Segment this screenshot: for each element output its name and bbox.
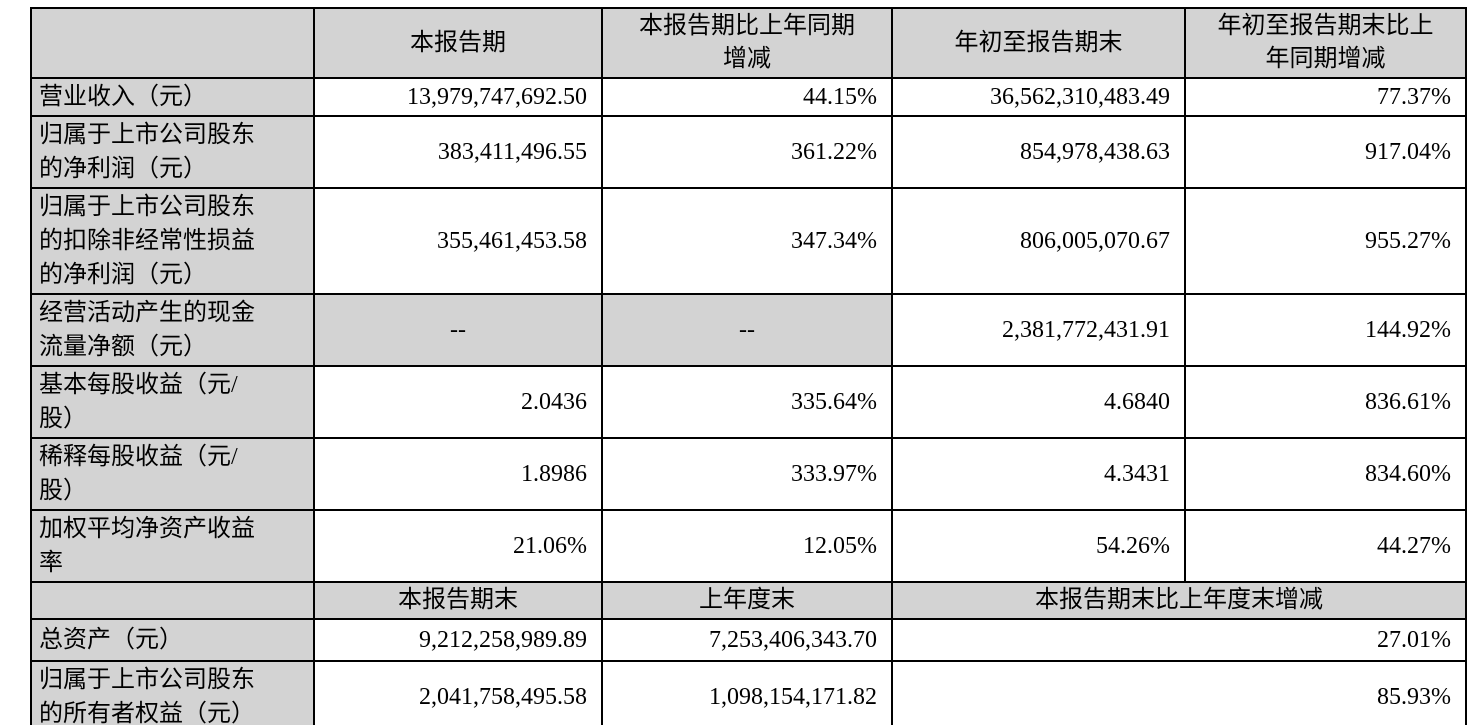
value-current-period-yoy: 333.97%	[601, 437, 893, 511]
table-row-operating-revenue: 营业收入（元） 13,979,747,692.50 44.15% 36,562,…	[30, 77, 1467, 117]
table-row-net-profit: 归属于上市公司股东 的净利润（元） 383,411,496.55 361.22%…	[30, 115, 1467, 189]
header-current-period-yoy: 本报告期比上年同期 增减	[601, 7, 893, 79]
value-ytd: 36,562,310,483.49	[891, 77, 1186, 117]
header-ytd-yoy: 年初至报告期末比上 年同期增减	[1184, 7, 1467, 79]
table-row-weighted-avg-roe: 加权平均净资产收益 率 21.06% 12.05% 54.26% 44.27%	[30, 509, 1467, 583]
value-current-period: 355,461,453.58	[313, 187, 603, 295]
table-subheader-row: 本报告期末 上年度末 本报告期末比上年度末增减	[30, 581, 1467, 620]
value-ytd: 54.26%	[891, 509, 1186, 583]
row-label: 营业收入（元）	[30, 77, 315, 117]
value-ytd: 4.6840	[891, 365, 1186, 439]
value-current-period-yoy: 44.15%	[601, 77, 893, 117]
row-label: 归属于上市公司股东 的净利润（元）	[30, 115, 315, 189]
value-change: 85.93%	[891, 660, 1467, 725]
subheader-period-end-vs-prev-year-end: 本报告期末比上年度末增减	[891, 581, 1467, 620]
value-current-period-yoy: 347.34%	[601, 187, 893, 295]
value-ytd: 854,978,438.63	[891, 115, 1186, 189]
value-ytd-yoy: 144.92%	[1184, 293, 1467, 367]
table-header-row: 本报告期 本报告期比上年同期 增减 年初至报告期末 年初至报告期末比上 年同期增…	[30, 7, 1467, 79]
value-ytd-yoy: 955.27%	[1184, 187, 1467, 295]
value-current-period-yoy: 361.22%	[601, 115, 893, 189]
value-current-period-yoy: --	[601, 293, 893, 367]
value-period-end: 2,041,758,495.58	[313, 660, 603, 725]
row-label: 加权平均净资产收益 率	[30, 509, 315, 583]
row-label: 总资产（元）	[30, 618, 315, 662]
value-ytd: 806,005,070.67	[891, 187, 1186, 295]
header-ytd: 年初至报告期末	[891, 7, 1186, 79]
subheader-period-end: 本报告期末	[313, 581, 603, 620]
value-current-period: --	[313, 293, 603, 367]
value-current-period-yoy: 12.05%	[601, 509, 893, 583]
subheader-prev-year-end: 上年度末	[601, 581, 893, 620]
value-ytd-yoy: 836.61%	[1184, 365, 1467, 439]
table-row-total-assets: 总资产（元） 9,212,258,989.89 7,253,406,343.70…	[30, 618, 1467, 662]
value-current-period: 2.0436	[313, 365, 603, 439]
key-financials-table: 本报告期 本报告期比上年同期 增减 年初至报告期末 年初至报告期末比上 年同期增…	[30, 7, 1467, 725]
value-prev-year-end: 1,098,154,171.82	[601, 660, 893, 725]
value-current-period-yoy: 335.64%	[601, 365, 893, 439]
row-label: 基本每股收益（元/ 股）	[30, 365, 315, 439]
value-period-end: 9,212,258,989.89	[313, 618, 603, 662]
value-change: 27.01%	[891, 618, 1467, 662]
value-ytd-yoy: 834.60%	[1184, 437, 1467, 511]
header-corner-cell	[30, 7, 315, 79]
value-ytd-yoy: 917.04%	[1184, 115, 1467, 189]
value-ytd: 4.3431	[891, 437, 1186, 511]
row-label: 稀释每股收益（元/ 股）	[30, 437, 315, 511]
value-current-period: 21.06%	[313, 509, 603, 583]
row-label: 经营活动产生的现金 流量净额（元）	[30, 293, 315, 367]
table-row-diluted-eps: 稀释每股收益（元/ 股） 1.8986 333.97% 4.3431 834.6…	[30, 437, 1467, 511]
value-current-period: 1.8986	[313, 437, 603, 511]
row-label: 归属于上市公司股东 的所有者权益（元）	[30, 660, 315, 725]
table-row-basic-eps: 基本每股收益（元/ 股） 2.0436 335.64% 4.6840 836.6…	[30, 365, 1467, 439]
row-label: 归属于上市公司股东 的扣除非经常性损益 的净利润（元）	[30, 187, 315, 295]
table-row-equity-attributable-to-shareholders: 归属于上市公司股东 的所有者权益（元） 2,041,758,495.58 1,0…	[30, 660, 1467, 725]
value-ytd-yoy: 77.37%	[1184, 77, 1467, 117]
value-current-period: 13,979,747,692.50	[313, 77, 603, 117]
value-ytd: 2,381,772,431.91	[891, 293, 1186, 367]
header-current-period: 本报告期	[313, 7, 603, 79]
table-row-operating-cash-flow: 经营活动产生的现金 流量净额（元） -- -- 2,381,772,431.91…	[30, 293, 1467, 367]
subheader-corner-cell	[30, 581, 315, 620]
value-current-period: 383,411,496.55	[313, 115, 603, 189]
value-prev-year-end: 7,253,406,343.70	[601, 618, 893, 662]
value-ytd-yoy: 44.27%	[1184, 509, 1467, 583]
table-row-net-profit-excl-nonrecurring: 归属于上市公司股东 的扣除非经常性损益 的净利润（元） 355,461,453.…	[30, 187, 1467, 295]
